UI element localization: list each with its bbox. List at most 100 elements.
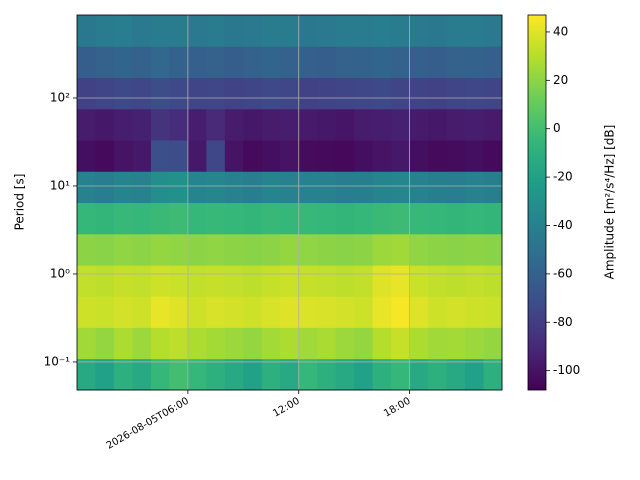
cell [224,108,244,141]
cell [409,265,429,297]
cell [317,327,337,360]
cell [465,202,485,235]
cell [224,296,244,328]
cell [243,358,263,391]
cell [335,265,355,297]
cell [261,233,281,266]
cell [391,233,411,266]
colorbar-tick-label: 0 [553,121,561,135]
cell [317,233,337,266]
cell [298,46,318,78]
cell [446,108,466,141]
colorbar-tick-label: 20 [553,73,568,87]
cell [354,358,374,391]
cell [243,233,263,266]
cell [428,46,448,78]
cell [187,139,207,172]
cell [317,202,337,235]
grid [77,15,502,390]
cell [298,358,318,391]
cell [465,46,485,78]
cell [483,15,503,47]
colorbar-tick-label: -60 [553,266,573,280]
cell [224,46,244,78]
cell [409,46,429,78]
cell [280,296,300,328]
cell [95,46,115,78]
cell [391,77,411,110]
cell [465,171,485,203]
cell [132,108,152,141]
cell [113,296,133,328]
cell [335,108,355,141]
cell [187,46,207,78]
cell [77,108,96,141]
cell [372,202,392,235]
cell [354,108,374,141]
cell [298,108,318,141]
cell [372,296,392,328]
cell [428,202,448,235]
cell [409,233,429,266]
cell [446,358,466,391]
cell [335,171,355,203]
cell [95,15,115,47]
cell [113,46,133,78]
cell [391,296,411,328]
cell [187,15,207,47]
cell [150,233,170,266]
cell [335,139,355,172]
cell [113,233,133,266]
cell [150,171,170,203]
cell [354,202,374,235]
cell [465,327,485,360]
cell [483,265,503,297]
cell [298,233,318,266]
cell [206,202,226,235]
cell [409,139,429,172]
cell [95,171,115,203]
cell [113,77,133,110]
cell [446,296,466,328]
colorbar-frame [527,14,547,391]
cell [317,46,337,78]
cell [95,265,115,297]
cell [317,296,337,328]
cell [132,171,152,203]
cell [132,265,152,297]
cell [243,46,263,78]
cell [354,233,374,266]
cell [298,15,318,47]
cell [428,327,448,360]
cell [354,265,374,297]
cell [206,358,226,391]
cell [391,358,411,391]
cell [113,358,133,391]
cell [224,15,244,47]
x-tick-label: 18:00 [382,396,412,420]
cell [391,327,411,360]
cell [465,296,485,328]
cell [483,171,503,203]
cell [77,358,96,391]
cell [261,139,281,172]
cell [298,77,318,110]
cell [150,139,170,172]
cell [317,358,337,391]
cell [224,202,244,235]
cell [409,327,429,360]
colorbar-tick-label: 40 [553,24,568,38]
cell [243,171,263,203]
cell [150,358,170,391]
cell [354,139,374,172]
cell [317,108,337,141]
cell [113,15,133,47]
cell [446,202,466,235]
cell [243,202,263,235]
cell [132,202,152,235]
cell [372,233,392,266]
cell [317,15,337,47]
cell [372,171,392,203]
cell [354,327,374,360]
cell [150,77,170,110]
